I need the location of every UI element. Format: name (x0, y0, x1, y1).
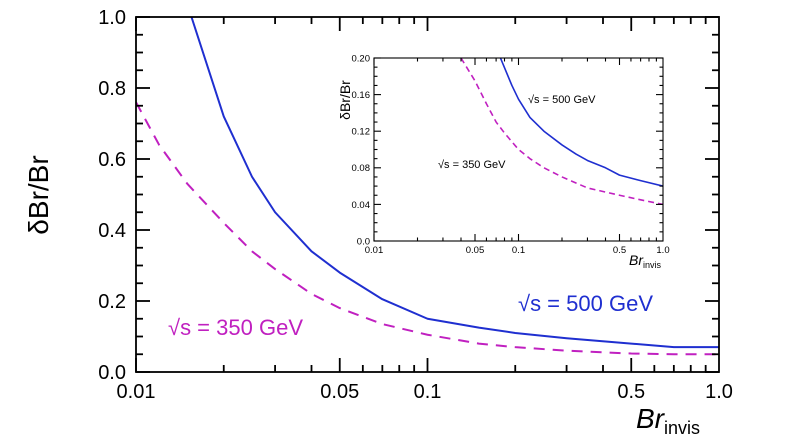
main-x-tick-label: 0.05 (320, 381, 359, 403)
main-y-tick-label: 0.0 (98, 362, 126, 384)
inset-x-axis-label-main: Br (629, 252, 644, 268)
main-x-tick-label: 0.5 (617, 381, 645, 403)
inset-x-tick-label: 1.0 (656, 245, 669, 256)
main-annotation-350-gev: √s = 350 GeV (168, 315, 303, 340)
inset-y-tick-label: 0.08 (352, 163, 371, 174)
main-x-tick-label: 0.01 (117, 381, 156, 403)
main-y-tick-label: 1.0 (98, 7, 126, 29)
main-y-tick-label: 0.2 (98, 291, 126, 313)
main-x-tick-label: 1.0 (705, 381, 733, 403)
inset-y-tick-label: 0.12 (352, 127, 371, 138)
main-y-tick-label: 0.6 (98, 149, 126, 171)
main-y-tick-label: 0.4 (98, 220, 126, 242)
inset-annotation-350-gev: √s = 350 GeV (438, 159, 506, 171)
inset-x-axis-label-subscript: invis (643, 260, 662, 270)
inset-y-tick-label: 0.20 (352, 53, 371, 64)
main-series-sqrt-s-350-gev (136, 101, 719, 356)
inset-series-sqrt-s-350-gev (460, 58, 663, 206)
inset-plot: 0.01 0.05 0.1 0.5 1.0 0.0 0.04 0.08 0.12 0.16 0.20… (337, 53, 670, 270)
inset-y-tick-label: 0.04 (352, 200, 371, 211)
main-x-axis-label: Brinvis (636, 403, 700, 438)
inset-x-tick-label: 0.01 (365, 245, 384, 256)
main-x-axis-label-main: Br (636, 403, 666, 434)
main-y-tick-label: 0.8 (98, 78, 126, 100)
inset-annotation-500-gev: √s = 500 GeV (528, 94, 596, 106)
inset-x-tick-label: 0.1 (512, 245, 525, 256)
inset-y-axis-label: δBr/Br (337, 80, 353, 120)
inset-y-tick-label: 0.0 (357, 236, 370, 247)
inset-x-axis-label: Brinvis (629, 252, 662, 270)
main-annotation-500-gev: √s = 500 GeV (518, 291, 653, 316)
main-x-axis-label-subscript: invis (664, 418, 700, 438)
inset-series-sqrt-s-500-gev (499, 58, 663, 187)
inset-x-tick-label: 0.05 (466, 245, 485, 256)
inset-y-tick-label: 0.16 (352, 90, 371, 101)
main-x-tick-label: 0.1 (414, 381, 442, 403)
inset-x-tick-label: 0.5 (613, 245, 626, 256)
main-y-axis-label: δBr/Br (23, 155, 54, 234)
inset-plot-background (374, 58, 663, 241)
main-series-sqrt-s-500-gev (190, 17, 719, 349)
